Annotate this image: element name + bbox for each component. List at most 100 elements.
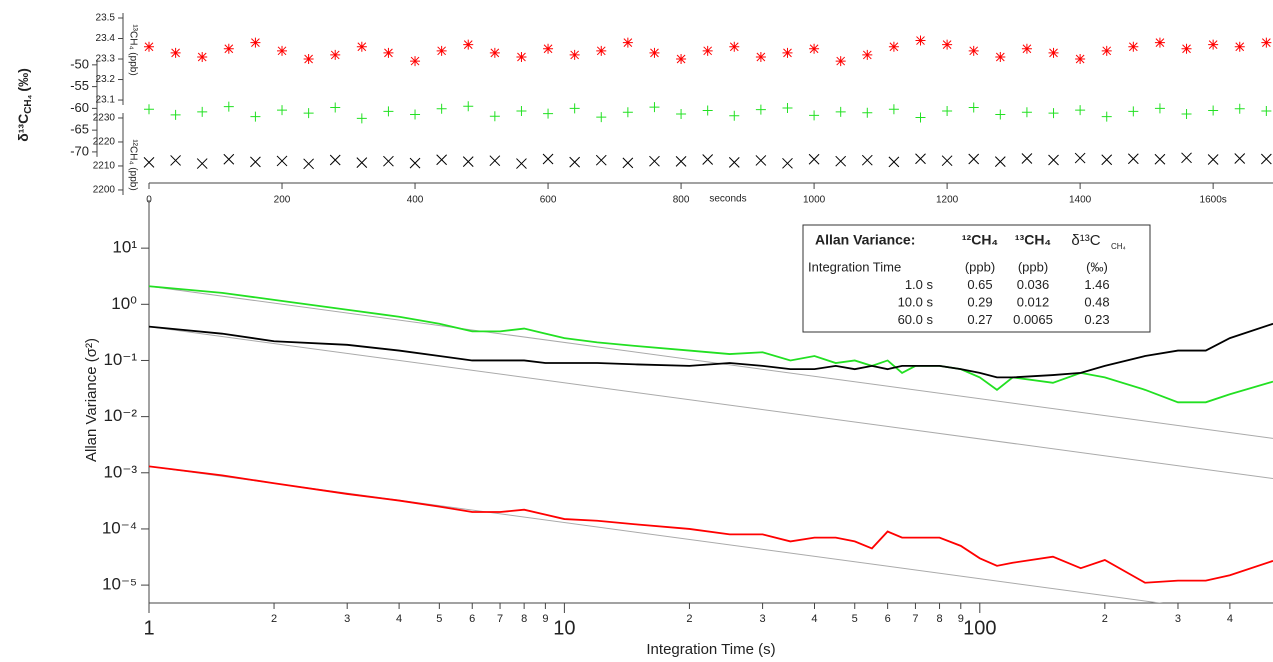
- y-tick-label: -60: [70, 100, 89, 115]
- data-point: [436, 103, 447, 114]
- table-cell: 1.46: [1084, 277, 1109, 292]
- y-tick-label: 2210: [93, 161, 116, 172]
- data-point: [356, 41, 367, 52]
- data-point: [862, 107, 873, 118]
- data-point: [170, 155, 181, 166]
- y-tick-label: -55: [70, 78, 89, 93]
- x-tick-label: 7: [497, 613, 503, 625]
- table-cell: 0.29: [967, 294, 992, 309]
- table-cell: (ppb): [965, 259, 995, 274]
- y-tick-label: -65: [70, 122, 89, 137]
- data-point: [1234, 103, 1245, 114]
- data-point: [1048, 47, 1059, 58]
- data-point: [729, 110, 740, 121]
- data-point: [649, 155, 660, 167]
- data-point: [915, 112, 926, 123]
- data-point: [809, 110, 820, 121]
- data-point: [1181, 152, 1192, 164]
- data-point: [888, 41, 899, 52]
- data-point: [1074, 152, 1086, 164]
- data-point: [1101, 45, 1112, 56]
- data-point: [569, 49, 580, 60]
- data-point: [197, 51, 208, 62]
- data-point: [676, 54, 687, 65]
- x-tick-label: 3: [1175, 613, 1181, 625]
- data-point: [277, 45, 288, 56]
- data-point: [277, 105, 288, 116]
- data-point: [196, 158, 208, 169]
- y-axis-label: δ¹³CCH₄ (‰): [15, 68, 34, 141]
- data-point: [330, 49, 341, 60]
- x-tick-label: 4: [396, 613, 402, 625]
- data-point: [489, 47, 500, 58]
- data-point: [702, 45, 713, 56]
- data-point: [303, 54, 314, 65]
- table-cell: 1.0 s: [905, 277, 934, 292]
- data-point: [968, 153, 980, 165]
- data-point: [915, 35, 926, 46]
- x-tick-label: 4: [1227, 613, 1233, 625]
- data-line: [149, 322, 1273, 379]
- data-line: [149, 326, 1273, 480]
- data-point: [1154, 37, 1165, 48]
- x-tick-label: 7: [912, 613, 918, 625]
- data-point: [170, 47, 181, 58]
- data-point: [915, 153, 926, 165]
- data-point: [463, 39, 474, 50]
- data-point: [676, 109, 687, 120]
- data-point: [543, 108, 554, 119]
- data-point: [516, 51, 527, 62]
- data-point: [968, 102, 979, 113]
- y-axis-label-unit: (‰): [15, 68, 31, 91]
- data-point: [516, 158, 527, 169]
- data-point: [729, 41, 740, 52]
- data-point: [1154, 103, 1165, 114]
- data-point: [223, 43, 234, 54]
- y-tick-label: 10⁻¹: [103, 350, 137, 369]
- data-point: [942, 105, 953, 116]
- table-cell: Integration Time: [808, 259, 901, 274]
- data-point: [835, 106, 846, 117]
- x-tick-label: 5: [852, 613, 858, 625]
- data-point: [1127, 153, 1139, 165]
- x-tick-label: 9: [958, 613, 964, 625]
- table-cell: 10.0 s: [898, 294, 934, 309]
- data-point: [755, 155, 767, 166]
- data-point: [330, 102, 341, 113]
- x-tick-label: 6: [885, 613, 891, 625]
- y-tick-label: 2230: [93, 113, 116, 124]
- data-point: [489, 111, 500, 122]
- y-axis-label-sub: CH₄: [23, 94, 34, 113]
- x-tick-label: 200: [274, 195, 291, 206]
- x-tick-label: 1200: [936, 195, 959, 206]
- data-point: [276, 155, 288, 167]
- data-point: [1234, 153, 1246, 164]
- data-point: [462, 156, 474, 168]
- x-tick-label: 8: [521, 613, 527, 625]
- data-point: [1208, 105, 1219, 116]
- data-line: [149, 465, 1273, 584]
- data-point: [383, 47, 394, 58]
- data-point: [1101, 111, 1112, 122]
- table-cell: 0.27: [967, 312, 992, 327]
- data-point: [728, 157, 740, 168]
- table-cell: 0.48: [1084, 294, 1109, 309]
- data-point: [1128, 41, 1139, 52]
- data-point: [809, 43, 820, 54]
- y-tick-label: 10¹: [112, 238, 137, 257]
- data-point: [223, 101, 234, 112]
- table-cell: 0.23: [1084, 312, 1109, 327]
- x-tick-label: 800: [673, 195, 690, 206]
- table-header-sub: CH₄: [1111, 242, 1126, 251]
- y-tick-label: -70: [70, 143, 89, 158]
- data-point: [356, 157, 368, 168]
- y2-axis-label: ¹³CH₄ (ppb): [127, 24, 138, 75]
- data-point: [595, 154, 607, 166]
- y-tick-label: 2220: [93, 137, 116, 148]
- x-tick-label: 3: [344, 613, 350, 625]
- data-point: [702, 105, 713, 116]
- table-header: ¹³CH₄: [1015, 232, 1051, 248]
- data-point: [1075, 105, 1086, 116]
- y-tick-label: 2200: [93, 185, 116, 196]
- x-tick-label: 100: [963, 617, 996, 639]
